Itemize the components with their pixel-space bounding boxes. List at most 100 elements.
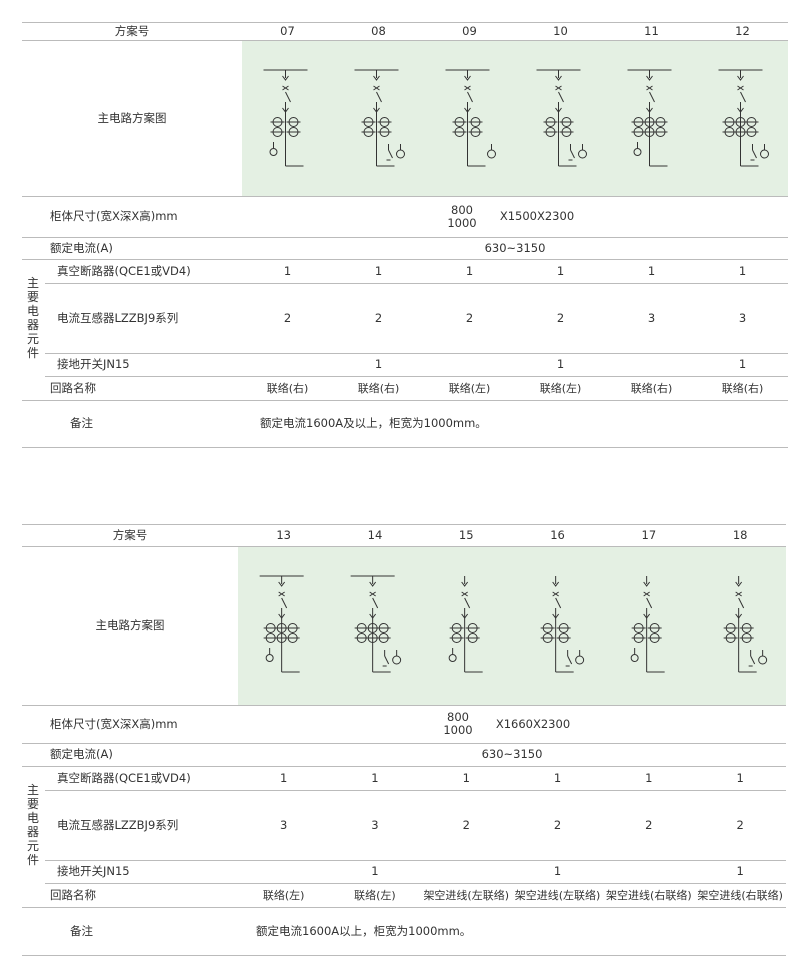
component-label: 真空断路器(QCE1或VD4) bbox=[57, 263, 191, 278]
schematic bbox=[540, 576, 585, 673]
diagram-label: 主电路方案图 bbox=[95, 618, 165, 632]
circuit-name: 架空进线(左联络) bbox=[423, 888, 510, 902]
scheme-number: 18 bbox=[732, 527, 748, 542]
circuit-name: 联络(左) bbox=[262, 888, 305, 902]
scheme-number: 17 bbox=[641, 527, 657, 542]
scheme-number: 15 bbox=[458, 527, 474, 542]
row-line bbox=[22, 766, 786, 767]
component-value: 1 bbox=[738, 357, 747, 371]
schematic bbox=[630, 576, 665, 673]
component-value: 2 bbox=[556, 310, 565, 325]
row-line bbox=[45, 860, 786, 861]
circuit-name: 联络(左) bbox=[448, 381, 491, 395]
component-value: 3 bbox=[371, 817, 379, 832]
component-value: 1 bbox=[283, 263, 292, 278]
scheme-number: 14 bbox=[367, 527, 383, 542]
diagram-label: 主电路方案图 bbox=[97, 110, 167, 125]
component-value: 2 bbox=[736, 817, 744, 832]
dimensions-label: 柜体尺寸(宽X深X高)mm bbox=[50, 209, 178, 223]
schematic bbox=[536, 69, 587, 167]
component-value: 1 bbox=[738, 263, 747, 278]
component-label: 真空断路器(QCE1或VD4) bbox=[57, 770, 191, 785]
component-value: 1 bbox=[374, 357, 383, 371]
remarks-label: 备注 bbox=[70, 416, 93, 430]
component-value bbox=[603, 860, 694, 883]
width-value: 800 bbox=[447, 710, 469, 724]
current-value: 630~3150 bbox=[484, 240, 546, 255]
row-line bbox=[45, 353, 788, 354]
circuit-name: 联络(右) bbox=[357, 381, 400, 395]
dimensions-rest: X1660X2300 bbox=[495, 716, 571, 731]
component-value: 1 bbox=[645, 770, 653, 785]
row-line bbox=[22, 400, 788, 401]
current-label: 额定电流(A) bbox=[50, 240, 113, 255]
component-value: 2 bbox=[283, 310, 292, 325]
circuit-name: 架空进线(右联络) bbox=[606, 888, 692, 902]
component-value: 3 bbox=[738, 310, 747, 325]
component-label: 接地开关JN15 bbox=[57, 864, 130, 878]
schematic bbox=[263, 69, 308, 167]
circuit-label: 回路名称 bbox=[50, 887, 96, 902]
component-value: 1 bbox=[556, 357, 565, 371]
component-value: 3 bbox=[647, 310, 656, 325]
remarks-text: 额定电流1600A以上，柜宽为1000mm。 bbox=[256, 923, 472, 938]
component-value: 1 bbox=[462, 770, 470, 785]
component-value: 2 bbox=[553, 817, 562, 832]
row-line bbox=[22, 705, 786, 706]
component-value: 1 bbox=[647, 263, 656, 278]
current-value: 630~3150 bbox=[481, 747, 543, 761]
dimensions-widths: 800 1000 bbox=[432, 200, 492, 233]
circuit-name: 架空进线(左联络) bbox=[514, 888, 601, 902]
dimensions-label: 柜体尺寸(宽X深X高)mm bbox=[50, 716, 178, 731]
dimensions-widths: 800 1000 bbox=[428, 709, 488, 739]
circuit-label: 回路名称 bbox=[50, 380, 96, 395]
row-line bbox=[22, 237, 788, 238]
row-line bbox=[45, 790, 786, 791]
schematic bbox=[354, 69, 405, 167]
row-line bbox=[22, 546, 786, 547]
component-value: 1 bbox=[465, 263, 474, 278]
schematic bbox=[627, 69, 672, 167]
component-label: 接地开关JN15 bbox=[57, 357, 130, 371]
component-value bbox=[421, 860, 512, 883]
width-value: 1000 bbox=[447, 215, 477, 230]
row-line bbox=[45, 376, 788, 377]
schematic bbox=[723, 576, 767, 673]
row-line bbox=[22, 259, 788, 260]
row-line bbox=[45, 283, 788, 284]
circuit-name: 联络(右) bbox=[721, 381, 764, 395]
component-value: 1 bbox=[553, 770, 562, 785]
circuit-name: 联络(右) bbox=[266, 381, 309, 395]
component-label: 电流互感器LZZBJ9系列 bbox=[57, 310, 179, 325]
component-value: 1 bbox=[279, 770, 288, 785]
component-value: 1 bbox=[736, 770, 744, 785]
row-line bbox=[45, 883, 786, 884]
row-line bbox=[22, 524, 786, 525]
component-value: 1 bbox=[374, 263, 383, 278]
component-value: 2 bbox=[374, 310, 383, 325]
schematic bbox=[448, 576, 483, 673]
scheme-number: 13 bbox=[276, 527, 291, 542]
component-value: 2 bbox=[462, 817, 470, 832]
schematic bbox=[259, 575, 304, 673]
dimensions-rest: X1500X2300 bbox=[499, 209, 575, 223]
row-line bbox=[22, 955, 786, 956]
schematic bbox=[445, 69, 496, 167]
remarks-label: 备注 bbox=[70, 923, 93, 938]
row-line bbox=[22, 907, 786, 908]
scheme-number: 12 bbox=[735, 23, 750, 38]
current-label: 额定电流(A) bbox=[50, 747, 113, 761]
header-label: 方案号 bbox=[114, 23, 150, 38]
circuit-name: 架空进线(右联络) bbox=[697, 888, 783, 902]
component-value bbox=[242, 353, 333, 376]
component-value bbox=[238, 860, 329, 883]
scheme-number: 09 bbox=[462, 23, 477, 38]
circuit-name: 联络(左) bbox=[539, 381, 582, 395]
scheme-number: 08 bbox=[371, 23, 386, 38]
row-line bbox=[22, 743, 786, 744]
diagram-bg bbox=[242, 40, 788, 196]
scheme-number: 11 bbox=[644, 23, 659, 38]
component-value bbox=[424, 353, 515, 376]
schematic bbox=[718, 69, 769, 167]
